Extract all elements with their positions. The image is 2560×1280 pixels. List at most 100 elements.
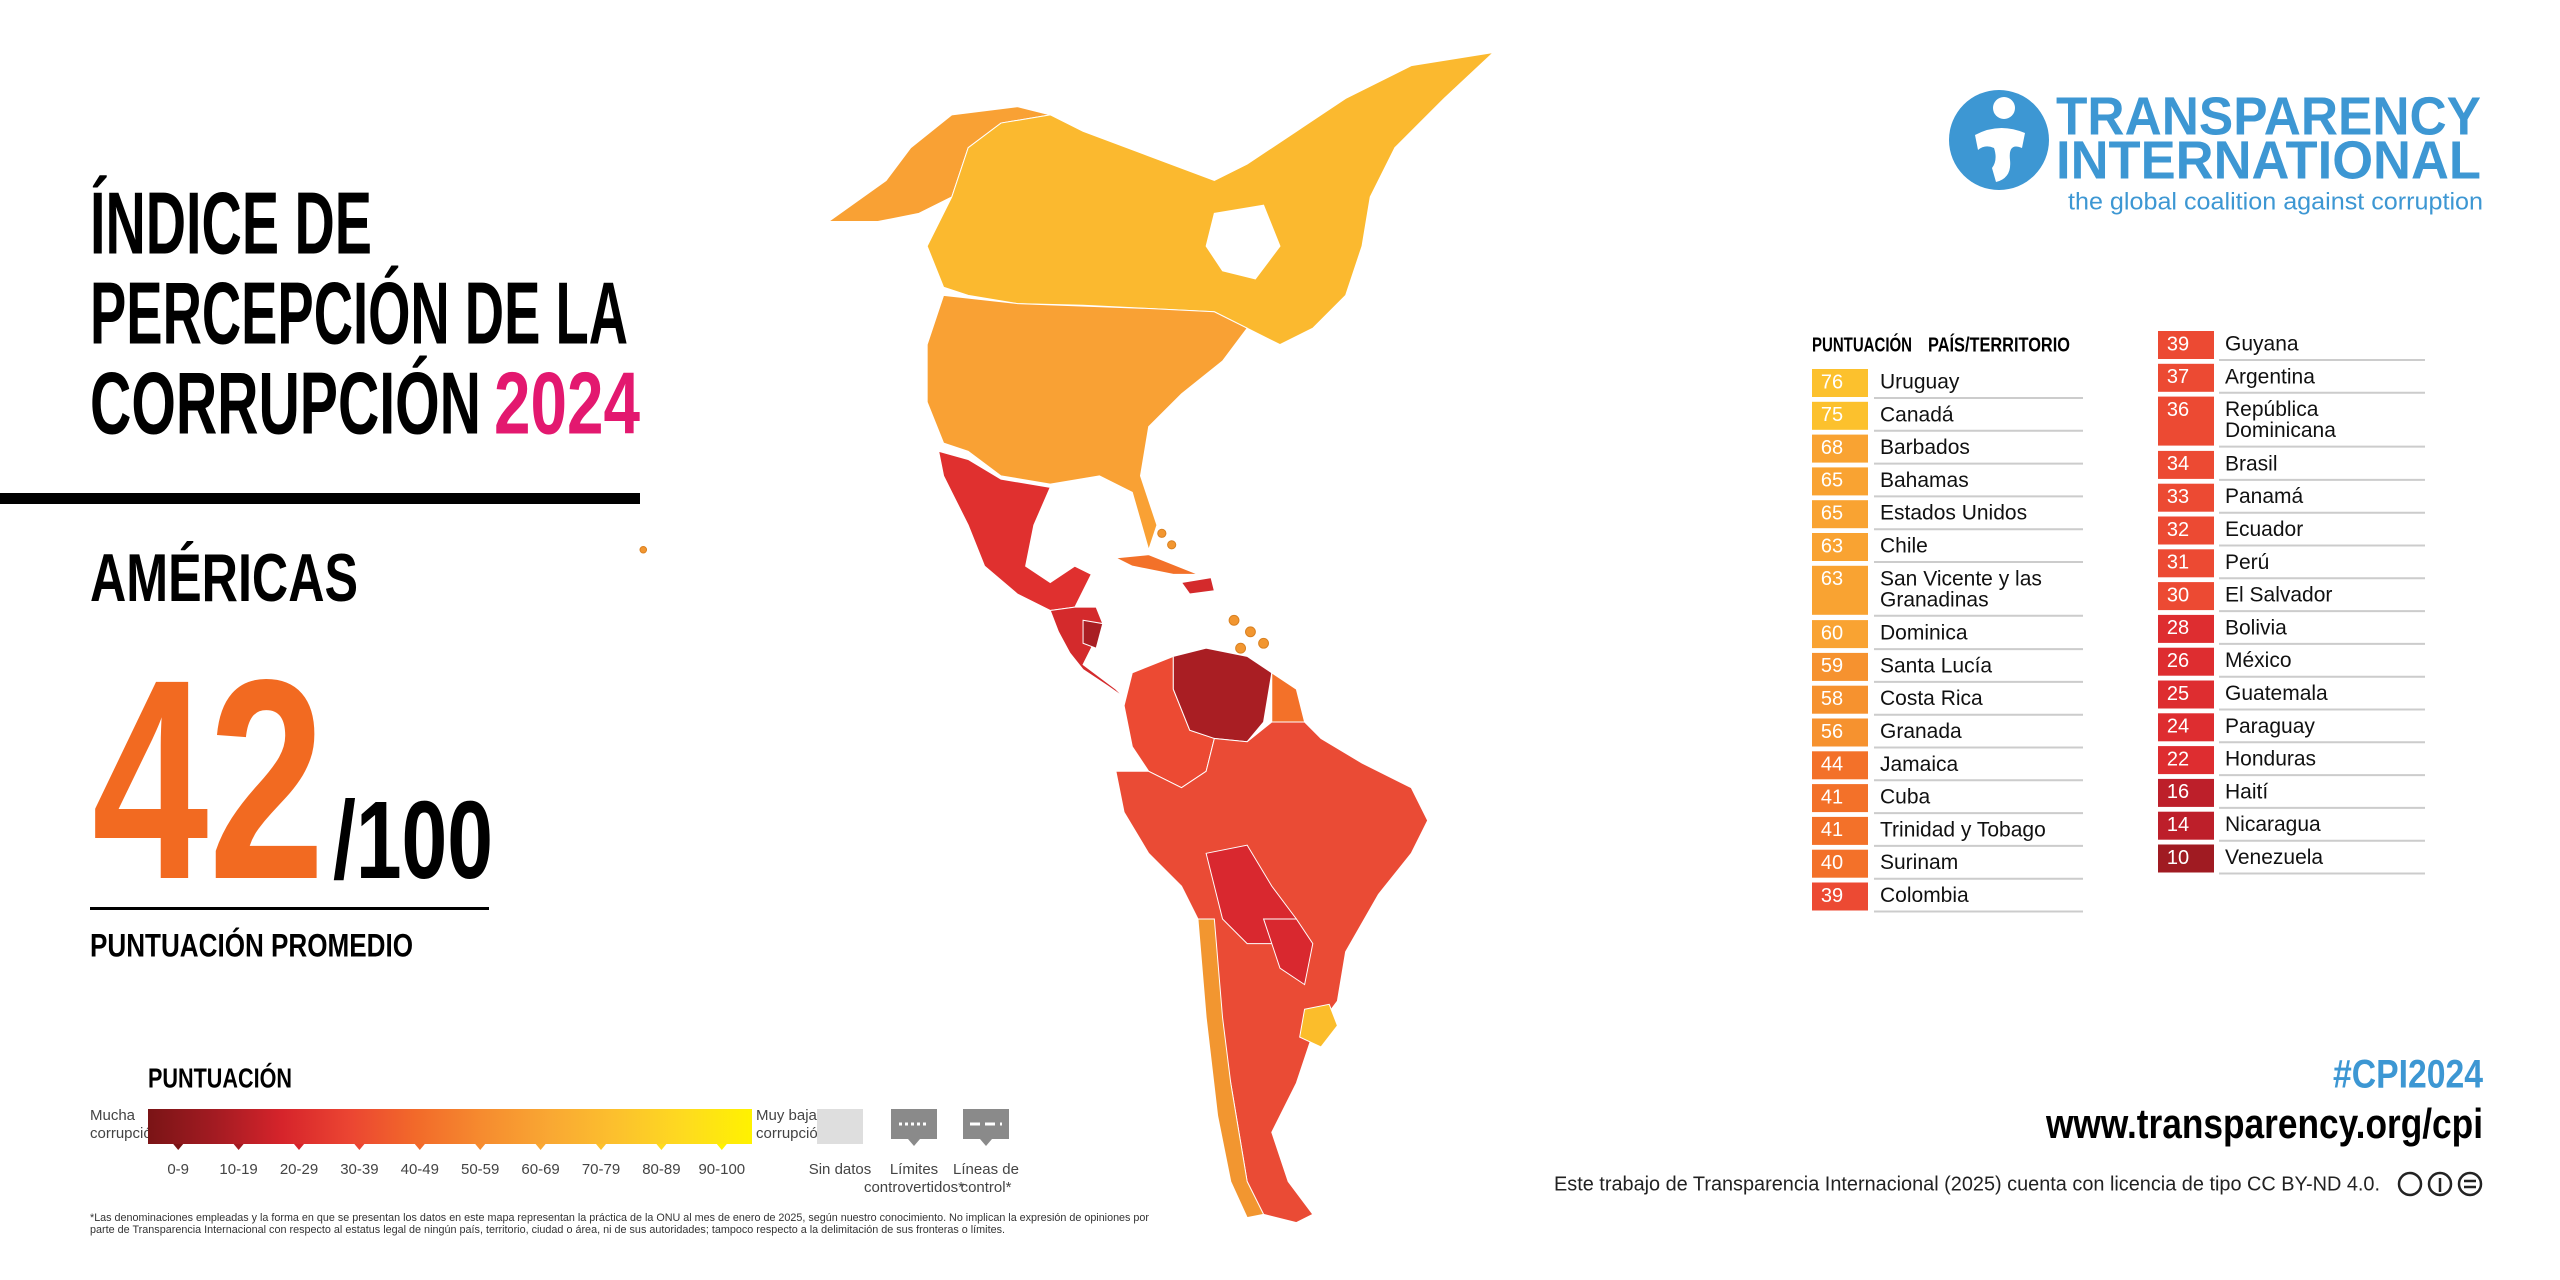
score: 33 bbox=[2167, 486, 2189, 508]
score-box bbox=[2158, 844, 2214, 873]
cc-nd-icon bbox=[2457, 1171, 2483, 1197]
title-line: PERCEPCIÓN DE LA bbox=[90, 263, 628, 362]
score: 41 bbox=[1821, 786, 1843, 808]
country-name: El Salvador bbox=[2225, 584, 2332, 607]
score-box bbox=[2158, 647, 2214, 676]
map-usa bbox=[926, 294, 1248, 552]
score: 16 bbox=[2167, 781, 2189, 803]
legend-bin-label: 90-100 bbox=[698, 1161, 745, 1178]
country-name: Perú bbox=[2225, 551, 2269, 574]
legend-low-label: corrupción bbox=[90, 1125, 160, 1142]
map-nicaragua bbox=[1082, 619, 1104, 649]
footnote: parte de Transparencia Internacional con… bbox=[90, 1224, 1005, 1236]
legend-pointer bbox=[716, 1144, 727, 1150]
title-year: 2024 bbox=[494, 353, 640, 452]
logo-line: INTERNATIONAL bbox=[2056, 130, 2481, 190]
score: 40 bbox=[1821, 852, 1843, 874]
score-box bbox=[1812, 620, 1868, 649]
map-chile bbox=[1197, 918, 1265, 1219]
island bbox=[1167, 540, 1177, 550]
score: 44 bbox=[1821, 754, 1843, 776]
cc-icons bbox=[2397, 1171, 2483, 1197]
score: 36 bbox=[2167, 399, 2189, 421]
score: 14 bbox=[2167, 814, 2189, 836]
score-box bbox=[2158, 363, 2214, 392]
country-name: Nicaragua bbox=[2225, 813, 2321, 836]
legend-bin-label: 70-79 bbox=[582, 1161, 620, 1178]
score-box bbox=[2158, 549, 2214, 578]
map-canada bbox=[926, 51, 1495, 346]
score: 39 bbox=[2167, 333, 2189, 355]
score: 32 bbox=[2167, 519, 2189, 541]
country-name: Venezuela bbox=[2225, 846, 2323, 869]
country-name: Granadinas bbox=[1880, 588, 1989, 611]
score: 68 bbox=[1821, 437, 1843, 459]
map-cuba bbox=[1114, 554, 1199, 575]
score: 37 bbox=[2167, 366, 2189, 388]
map-venezuela bbox=[1172, 647, 1273, 743]
map-paraguay bbox=[1262, 918, 1314, 986]
country-name: Dominicana bbox=[2225, 419, 2336, 442]
score-box bbox=[2158, 516, 2214, 545]
score-box bbox=[1812, 369, 1868, 397]
country-name: San Vicente y las bbox=[1880, 567, 2042, 590]
country-name: Paraguay bbox=[2225, 715, 2315, 738]
country-name: Barbados bbox=[1880, 436, 1970, 459]
legend-high-label: corrupción bbox=[756, 1125, 826, 1142]
hashtag: #CPI2024 bbox=[2333, 1053, 2484, 1097]
legend-pointer bbox=[656, 1144, 667, 1150]
logo-icon-figure bbox=[1975, 127, 2025, 182]
legend-title: PUNTUACIÓN bbox=[148, 1062, 292, 1093]
country-name: Guatemala bbox=[2225, 682, 2328, 705]
score-box bbox=[1812, 467, 1868, 496]
score-box bbox=[2158, 811, 2214, 840]
score-box bbox=[2158, 450, 2214, 479]
title-line: CORRUPCIÓN bbox=[90, 353, 481, 452]
title-rule bbox=[0, 493, 640, 504]
score-box bbox=[1812, 533, 1868, 561]
legend-bin-label: 0-9 bbox=[167, 1161, 189, 1178]
score: 25 bbox=[2167, 683, 2189, 705]
legend-disputed-label: controvertidos* bbox=[864, 1179, 964, 1196]
legend-bin-label: 50-59 bbox=[461, 1161, 499, 1178]
title-line: ÍNDICE DE bbox=[90, 173, 372, 272]
country-name: Santa Lucía bbox=[1880, 654, 1992, 677]
map bbox=[639, 51, 1495, 1224]
legend-pointer bbox=[535, 1144, 546, 1150]
score-box bbox=[2158, 582, 2214, 611]
legend-pointer bbox=[233, 1144, 244, 1150]
score: 63 bbox=[1821, 568, 1843, 590]
island bbox=[1245, 626, 1256, 638]
score-box bbox=[1812, 718, 1868, 747]
url: www.transparency.org/cpi bbox=[2045, 1100, 2483, 1147]
legend-disputed-label: Límites bbox=[890, 1161, 938, 1178]
score-box bbox=[2158, 396, 2214, 446]
average-label: PUNTUACIÓN PROMEDIO bbox=[90, 927, 413, 963]
map-hispaniola bbox=[1180, 577, 1215, 595]
score: 76 bbox=[1821, 371, 1843, 393]
legend-control-label: control* bbox=[961, 1179, 1012, 1196]
score: 63 bbox=[1821, 535, 1843, 557]
map-hudson-bay bbox=[1205, 204, 1281, 280]
country-name: Estados Unidos bbox=[1880, 502, 2027, 525]
score-box bbox=[1812, 882, 1868, 911]
island bbox=[1258, 637, 1269, 649]
map-caribbean-islands bbox=[639, 528, 1269, 654]
table-header: PAÍS/TERRITORIO bbox=[1928, 333, 2070, 356]
legend-pointer bbox=[596, 1144, 606, 1150]
map-mexico bbox=[938, 450, 1092, 611]
legend-bin-label: 60-69 bbox=[521, 1161, 559, 1178]
average-score: 42 bbox=[92, 621, 325, 939]
score-box bbox=[1812, 565, 1868, 615]
legend-pointer bbox=[414, 1144, 425, 1150]
license: Este trabajo de Transparencia Internacio… bbox=[1554, 1173, 2380, 1195]
score: 75 bbox=[1821, 404, 1843, 426]
score: 24 bbox=[2167, 716, 2189, 738]
legend-bin-label: 10-19 bbox=[219, 1161, 257, 1178]
country-name: Trinidad y Tobago bbox=[1880, 818, 2046, 841]
legend-pointer bbox=[173, 1144, 184, 1150]
cc-icon bbox=[2397, 1171, 2423, 1197]
island bbox=[1228, 614, 1240, 626]
